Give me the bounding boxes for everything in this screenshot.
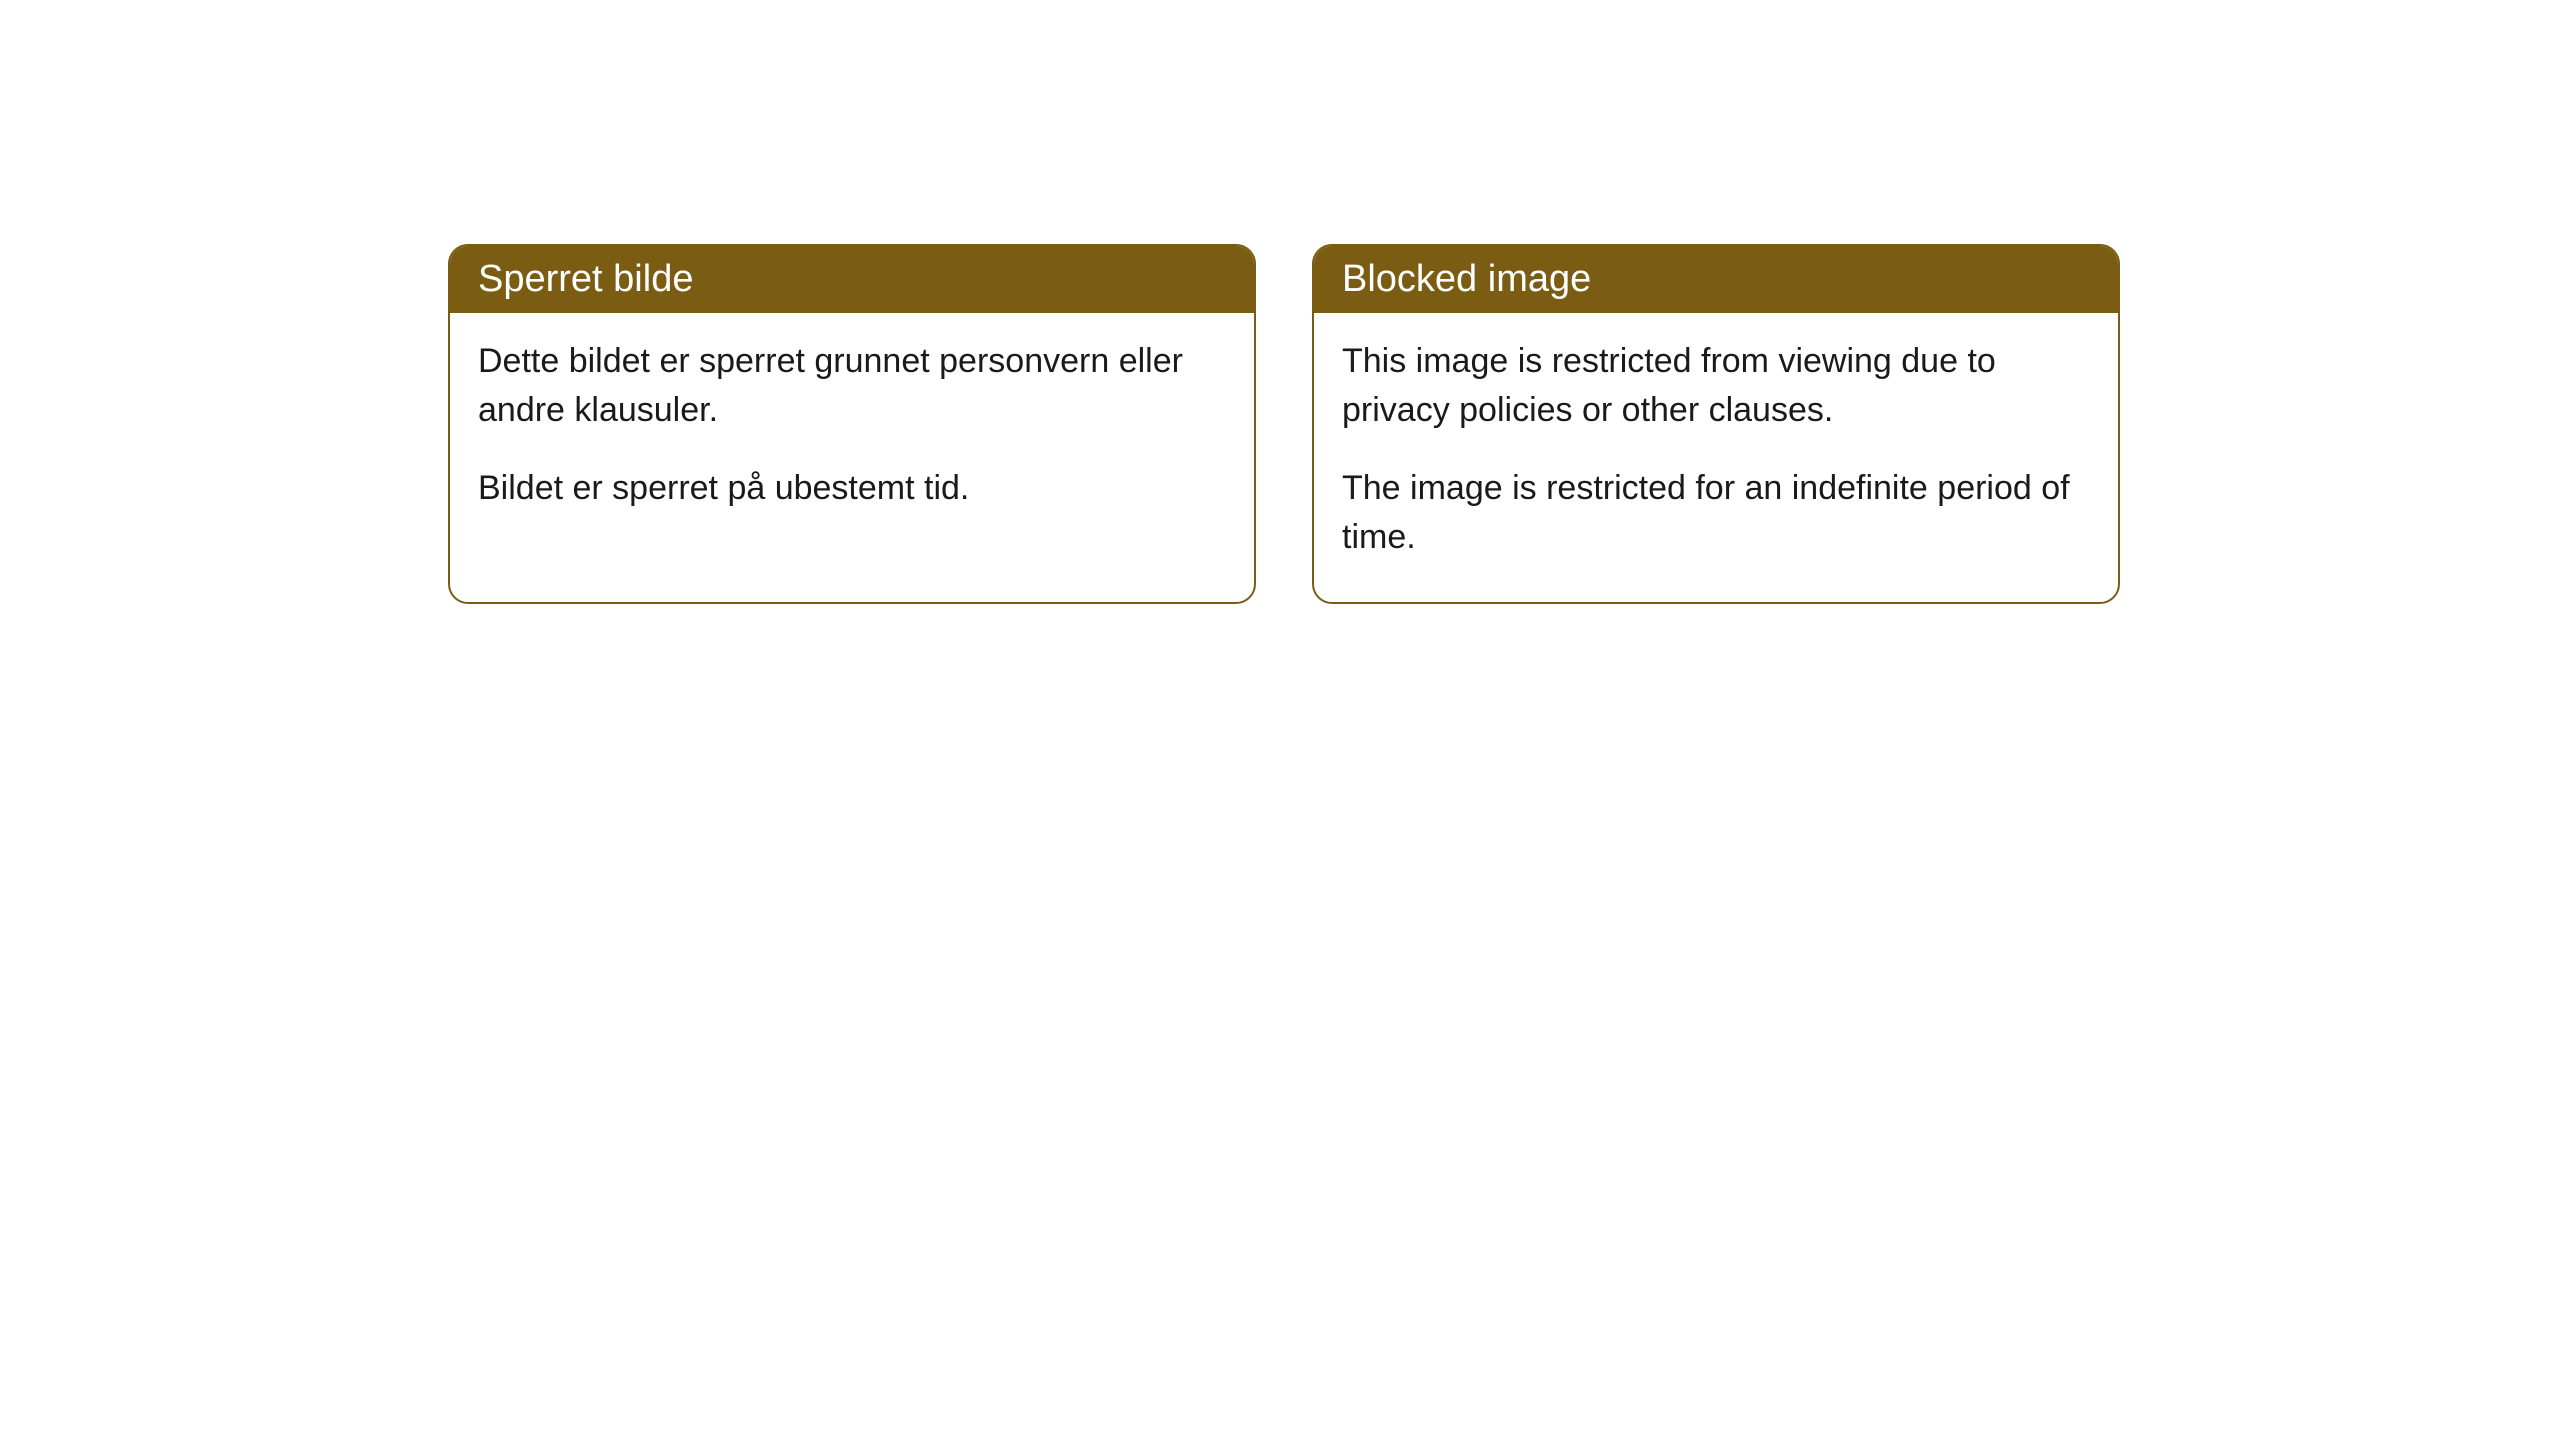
cards-container: Sperret bilde Dette bildet er sperret gr… <box>448 244 2120 604</box>
card-paragraph: Bildet er sperret på ubestemt tid. <box>478 464 1226 513</box>
card-paragraph: This image is restricted from viewing du… <box>1342 337 2090 436</box>
card-paragraph: Dette bildet er sperret grunnet personve… <box>478 337 1226 436</box>
card-paragraph: The image is restricted for an indefinit… <box>1342 464 2090 563</box>
card-body-english: This image is restricted from viewing du… <box>1314 313 2118 602</box>
card-english: Blocked image This image is restricted f… <box>1312 244 2120 604</box>
card-header-english: Blocked image <box>1314 246 2118 313</box>
card-body-norwegian: Dette bildet er sperret grunnet personve… <box>450 313 1254 553</box>
card-norwegian: Sperret bilde Dette bildet er sperret gr… <box>448 244 1256 604</box>
card-header-norwegian: Sperret bilde <box>450 246 1254 313</box>
